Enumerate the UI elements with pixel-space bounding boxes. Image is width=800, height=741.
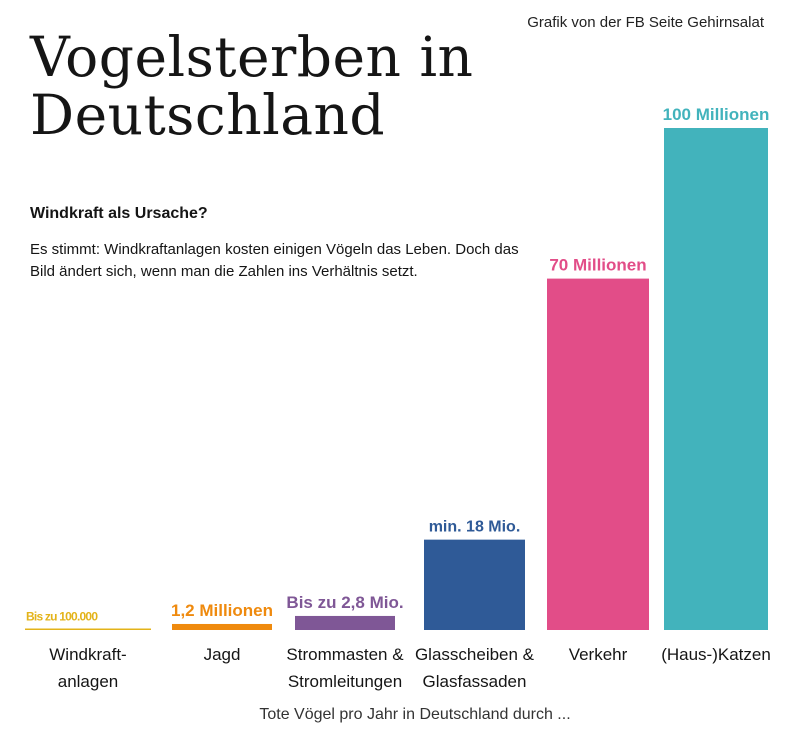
category-label-2-1: Stromleitungen xyxy=(288,672,402,691)
bar-1 xyxy=(172,623,272,630)
data-label-4: 70 Millionen xyxy=(549,256,646,275)
x-axis-label: Tote Vögel pro Jahr in Deutschland durch… xyxy=(259,706,571,723)
credit-text: Grafik von der FB Seite Gehirnsalat xyxy=(527,14,764,31)
data-label-3: min. 18 Mio. xyxy=(429,519,521,536)
category-label-0-1: anlagen xyxy=(58,672,119,691)
data-label-2: Bis zu 2,8 Mio. xyxy=(286,593,403,612)
category-label-1-0: Jagd xyxy=(204,645,241,664)
category-label-4-0: Verkehr xyxy=(569,645,628,664)
data-label-0: Bis zu 100.000 xyxy=(26,610,98,624)
category-label-0-0: Windkraft- xyxy=(49,645,126,664)
category-label-3-0: Glasscheiben & xyxy=(415,645,535,664)
data-label-5: 100 Millionen xyxy=(663,105,770,124)
bar-0 xyxy=(25,628,151,630)
bar-5 xyxy=(664,128,768,630)
chart-subtitle: Windkraft als Ursache? xyxy=(30,205,208,222)
intro-text: Es stimmt: Windkraftanlagen kosten einig… xyxy=(30,241,519,280)
category-label-5-0: (Haus-)Katzen xyxy=(661,645,771,664)
bar-2 xyxy=(295,615,395,630)
category-label-2-0: Strommasten & xyxy=(286,645,404,664)
data-label-1: 1,2 Millionen xyxy=(171,601,273,620)
chart-title-text: Vogelsterben in Deutschland xyxy=(30,25,474,147)
category-label-3-1: Glasfassaden xyxy=(423,672,527,691)
bar-3 xyxy=(424,539,525,630)
chart-title: Vogelsterben in Deutschland xyxy=(30,28,800,144)
bar-4 xyxy=(547,278,649,630)
